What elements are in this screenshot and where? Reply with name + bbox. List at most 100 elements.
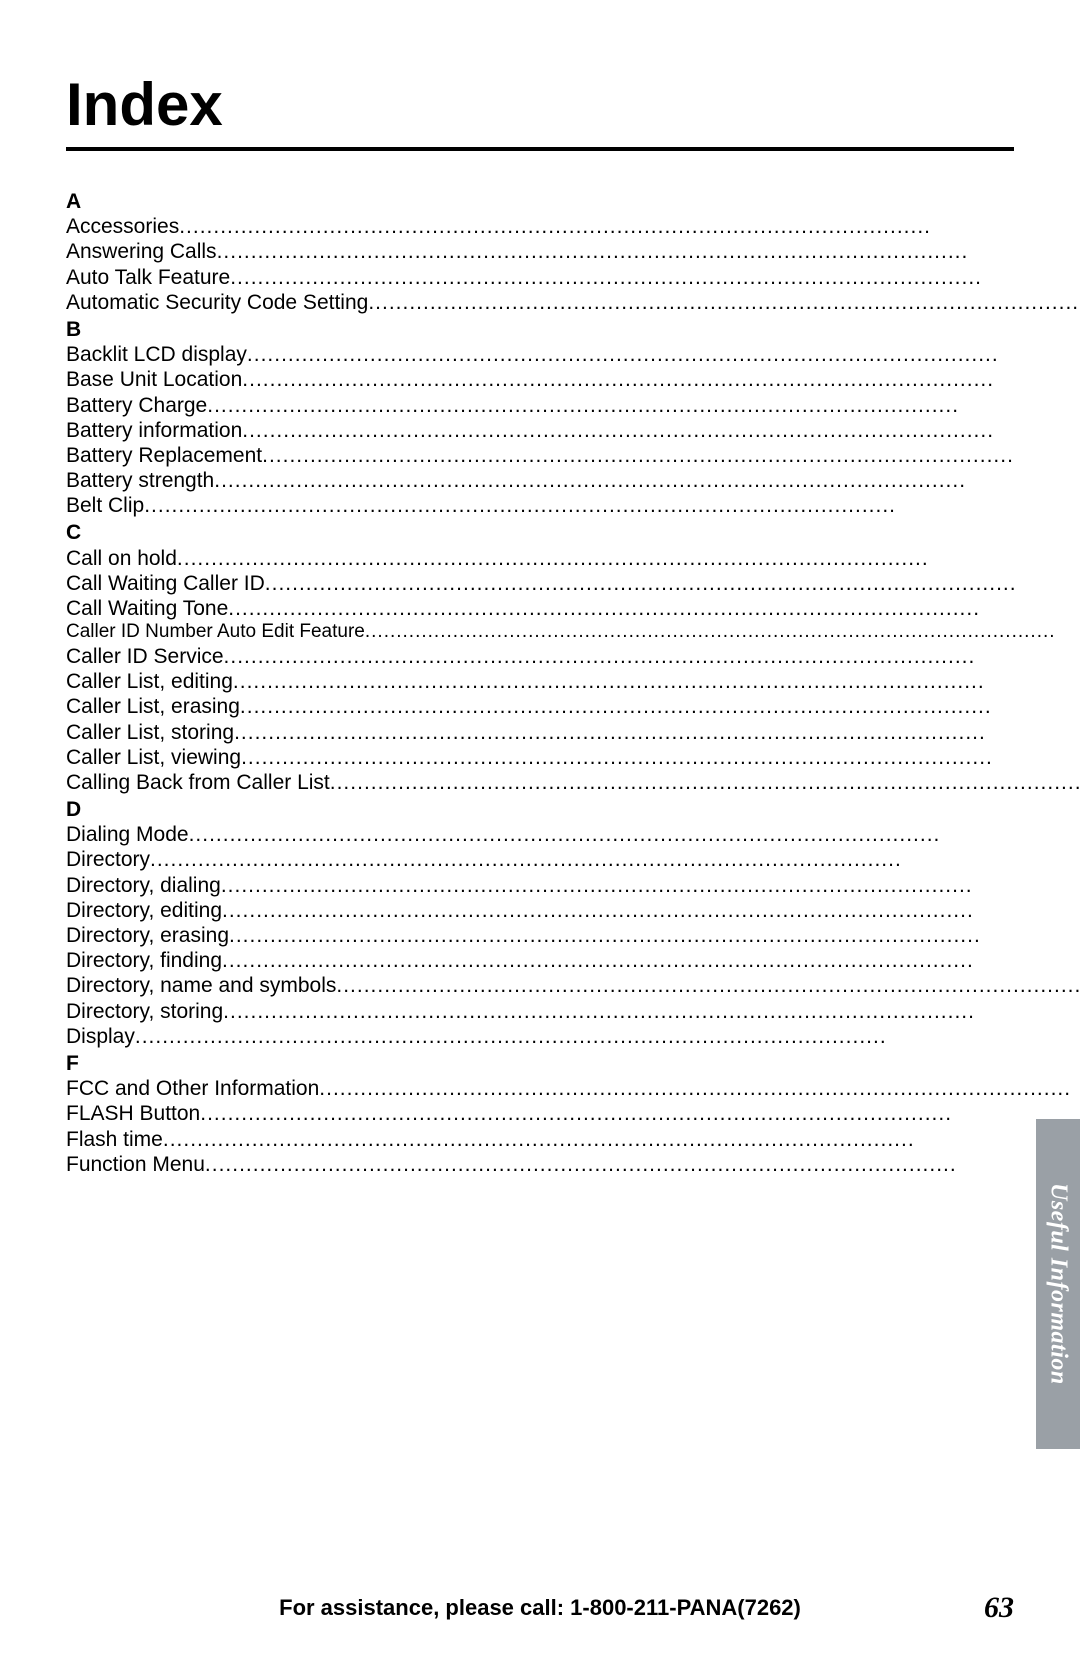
- leader-dots: [214, 468, 1080, 493]
- index-entry-label: Answering Calls: [66, 239, 217, 264]
- assistance-footer: For assistance, please call: 1-800-211-P…: [0, 1595, 1080, 1621]
- section-tab: Useful Information: [1036, 1119, 1080, 1449]
- index-entry: Directory, finding 39: [66, 948, 1080, 973]
- index-entry: Caller List, viewing 28, 29: [66, 745, 1080, 770]
- index-entry: Caller List, storing 33: [66, 720, 1080, 745]
- index-entry: Flash time 48: [66, 1127, 1080, 1152]
- leader-dots: [319, 1076, 1080, 1101]
- index-entry-label: Caller List, viewing: [66, 745, 241, 770]
- index-entry-label: Directory, erasing: [66, 923, 229, 948]
- index-entry: Caller ID Service 27, 47: [66, 644, 1080, 669]
- index-entry-label: Caller List, storing: [66, 720, 234, 745]
- leader-dots: [217, 239, 1080, 264]
- leader-dots: [189, 822, 1080, 847]
- index-entry-label: Calling Back from Caller List: [66, 770, 330, 795]
- index-entry: Accessories 2: [66, 214, 1080, 239]
- index-entry-label: Display: [66, 1024, 135, 1049]
- manual-index-page: Index AAccessories 2Answering Calls 26Au…: [0, 0, 1080, 1669]
- index-letter: C: [66, 520, 1080, 545]
- index-entry: Calling Back from Caller List 30: [66, 770, 1080, 795]
- index-entry-label: FCC and Other Information: [66, 1076, 319, 1101]
- index-entry-label: Flash time: [66, 1127, 163, 1152]
- index-entry: Auto Talk Feature 17, 26: [66, 265, 1080, 290]
- index-entry-label: Caller ID Service: [66, 644, 224, 669]
- leader-dots: [200, 1101, 1080, 1126]
- leader-dots: [163, 1127, 1080, 1152]
- index-entry-label: Backlit LCD display: [66, 342, 247, 367]
- index-entry: Dialing Mode 14: [66, 822, 1080, 847]
- index-entry: Directory, storing 35: [66, 999, 1080, 1024]
- leader-dots: [330, 770, 1080, 795]
- section-tab-label: Useful Information: [1045, 1183, 1072, 1385]
- index-entry-label: Call Waiting Tone: [66, 596, 228, 621]
- index-entry-label: Battery information: [66, 418, 242, 443]
- index-entry-label: Belt Clip: [66, 493, 144, 518]
- index-entry: Display 8: [66, 1024, 1080, 1049]
- index-entry-label: Call on hold: [66, 546, 177, 571]
- index-entry: Caller ID Number Auto Edit Feature 31, 3…: [66, 621, 1080, 644]
- index-entry: Battery information 13: [66, 418, 1080, 443]
- index-entry: Battery Replacement 52: [66, 443, 1080, 468]
- leader-dots: [233, 669, 1080, 694]
- index-letter: A: [66, 189, 1080, 214]
- leader-dots: [265, 571, 1080, 596]
- index-entry-label: Caller List, erasing: [66, 694, 240, 719]
- leader-dots: [228, 596, 1080, 621]
- leader-dots: [234, 720, 1080, 745]
- index-entry: Backlit LCD display 25: [66, 342, 1080, 367]
- index-entry-label: Function Menu: [66, 1152, 205, 1177]
- leader-dots: [221, 873, 1080, 898]
- leader-dots: [262, 443, 1080, 468]
- leader-dots: [242, 367, 1080, 392]
- index-entry: Directory, dialing 40: [66, 873, 1080, 898]
- index-column-left: AAccessories 2Answering Calls 26Auto Tal…: [66, 187, 1080, 1317]
- leader-dots: [240, 694, 1080, 719]
- index-entry-label: Battery Replacement: [66, 443, 262, 468]
- leader-dots: [144, 493, 1080, 518]
- leader-dots: [242, 418, 1080, 443]
- index-entry: Base Unit Location 3: [66, 367, 1080, 392]
- leader-dots: [336, 973, 1080, 998]
- leader-dots: [365, 621, 1080, 644]
- index-entry-label: Accessories: [66, 214, 179, 239]
- leader-dots: [229, 923, 1080, 948]
- index-entry: Directory, editing 41: [66, 898, 1080, 923]
- index-entry: Belt Clip 49: [66, 493, 1080, 518]
- page-title: Index: [66, 70, 1014, 139]
- index-entry: Function Menu 16: [66, 1152, 1080, 1177]
- index-entry-label: Caller List, editing: [66, 669, 233, 694]
- leader-dots: [222, 898, 1080, 923]
- index-entry: Answering Calls 26: [66, 239, 1080, 264]
- index-entry-label: Base Unit Location: [66, 367, 242, 392]
- leader-dots: [222, 948, 1080, 973]
- leader-dots: [368, 290, 1080, 315]
- index-entry: FLASH Button 48: [66, 1101, 1080, 1126]
- index-entry-label: Automatic Security Code Setting: [66, 290, 368, 315]
- index-entry: Call Waiting Caller ID 47: [66, 571, 1080, 596]
- leader-dots: [205, 1152, 1080, 1177]
- index-entry-label: Directory, editing: [66, 898, 222, 923]
- index-letter: D: [66, 797, 1080, 822]
- index-entry-label: Auto Talk Feature: [66, 265, 230, 290]
- leader-dots: [230, 265, 1080, 290]
- leader-dots: [150, 847, 1080, 872]
- index-entry-label: Directory: [66, 847, 150, 872]
- leader-dots: [224, 644, 1080, 669]
- index-entry: Battery strength 13: [66, 468, 1080, 493]
- leader-dots: [177, 546, 1080, 571]
- leader-dots: [207, 393, 1080, 418]
- index-entry-label: Battery strength: [66, 468, 214, 493]
- index-entry: Caller List, editing 31: [66, 669, 1080, 694]
- leader-dots: [247, 342, 1080, 367]
- leader-dots: [223, 999, 1080, 1024]
- page-number: 63: [984, 1591, 1014, 1625]
- index-entry: Automatic Security Code Setting 46: [66, 290, 1080, 315]
- index-entry-label: Directory, storing: [66, 999, 223, 1024]
- index-entry: Directory, erasing 42: [66, 923, 1080, 948]
- index-entry: FCC and Other Information 59: [66, 1076, 1080, 1101]
- leader-dots: [135, 1024, 1080, 1049]
- index-entry: Directory, name and symbols 37: [66, 973, 1080, 998]
- title-rule: [66, 147, 1014, 151]
- index-entry-label: Directory, dialing: [66, 873, 221, 898]
- index-entry-label: FLASH Button: [66, 1101, 200, 1126]
